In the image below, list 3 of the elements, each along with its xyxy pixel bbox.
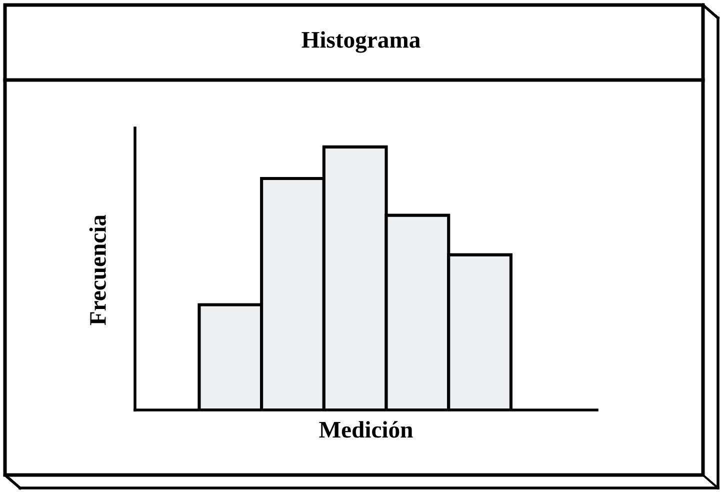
y-axis-title: Frecuencia (89, 214, 106, 326)
x-axis-title: Medición (319, 421, 413, 438)
chart-title: Histograma (302, 31, 420, 53)
